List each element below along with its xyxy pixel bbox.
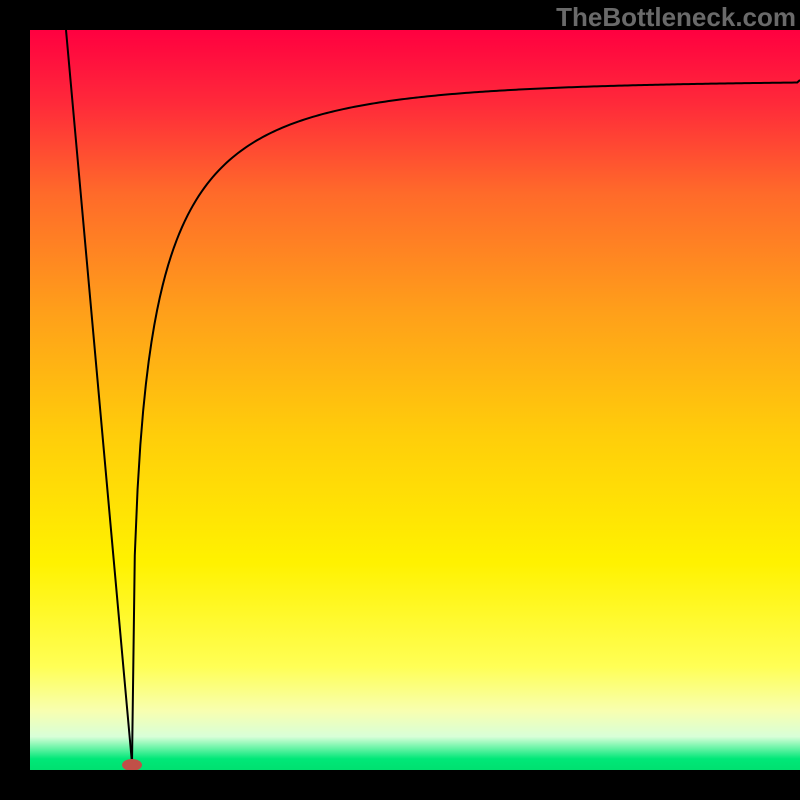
plot-svg: [30, 30, 800, 770]
watermark-label: TheBottleneck.com: [556, 2, 796, 33]
gradient-background: [30, 30, 800, 770]
plot-area: [30, 30, 800, 770]
chart-container: TheBottleneck.com: [0, 0, 800, 800]
